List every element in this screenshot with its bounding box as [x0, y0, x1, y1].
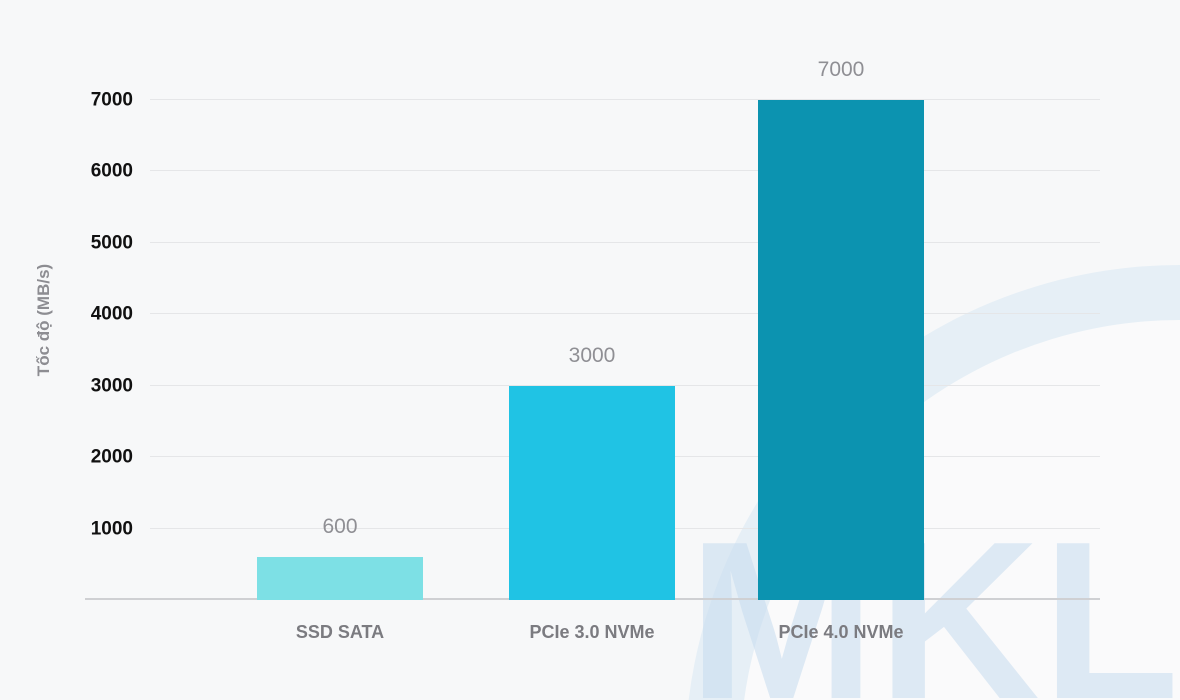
x-axis-label-pcie-4-0-nvme: PCIe 4.0 NVMe	[778, 622, 904, 642]
y-tick-label-7000: 7000	[90, 89, 133, 111]
y-tick-label-1000: 1000	[90, 518, 133, 540]
bar-value-label: 7000	[817, 58, 865, 81]
y-tick-label-3000: 3000	[90, 375, 133, 397]
y-axis-title: Tốc độ (MB/s)	[34, 263, 53, 377]
y-tick-label-6000: 6000	[90, 160, 133, 182]
bar-pcie-4-0-nvme	[758, 100, 924, 600]
bar-pcie-3-0-nvme	[509, 385, 675, 600]
y-tick-label-5000: 5000	[90, 232, 133, 254]
gridline-3000	[150, 384, 1100, 386]
x-axis-label-ssd-sata: SSD SATA	[295, 622, 385, 642]
gridline-5000	[150, 241, 1100, 243]
y-tick-label-2000: 2000	[90, 446, 133, 468]
y-tick-label-4000: 4000	[90, 303, 133, 325]
bar-value-label: 3000	[568, 343, 616, 367]
x-axis-label-pcie-3-0-nvme: PCIe 3.0 NVMe	[529, 622, 655, 642]
gridline-4000	[150, 313, 1100, 315]
gridline-6000	[150, 170, 1100, 172]
bar-value-label: 600	[322, 515, 358, 539]
gridline-7000	[150, 99, 1100, 100]
plot-area: 1000 2000 3000 4000 5000 6000 7000 600 SSD SATA 3…	[85, 59, 1100, 642]
bar-ssd-sata	[257, 557, 423, 600]
